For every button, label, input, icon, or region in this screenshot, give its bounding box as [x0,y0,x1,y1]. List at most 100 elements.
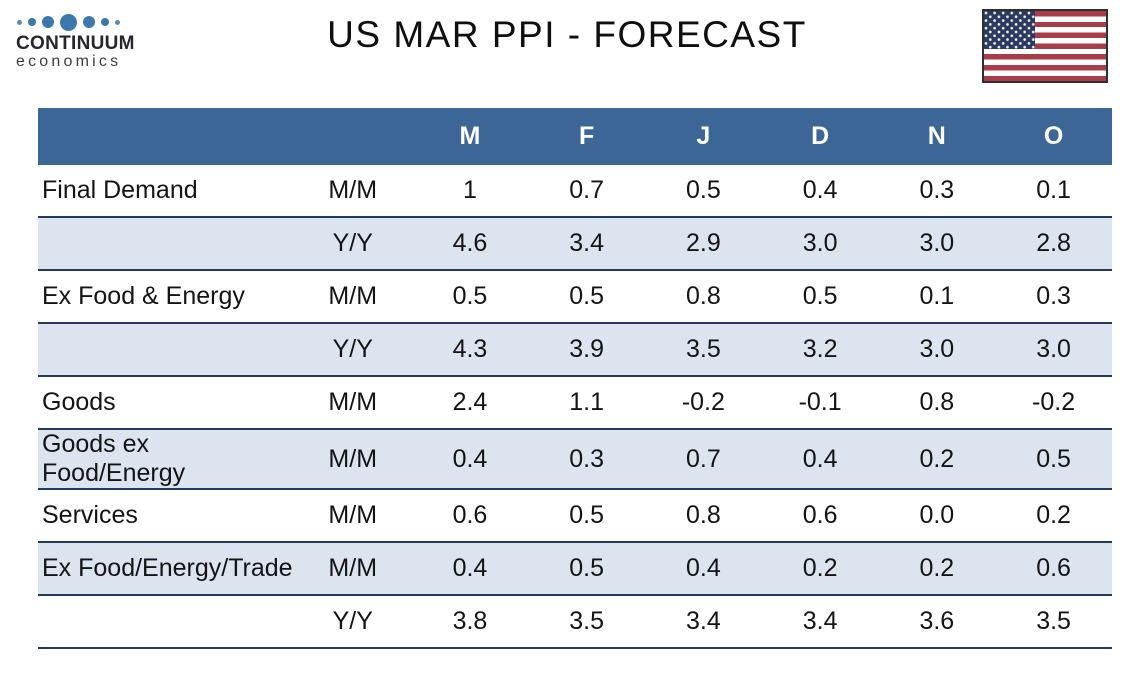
continuum-economics-logo: CONTINUUM economics [16,12,136,71]
logo-dots-icon [17,12,136,32]
value-cell: 3.2 [761,323,879,377]
row-measure: M/M [293,489,412,543]
logo-dot [28,18,36,26]
table-row: Goods M/M 2.4 1.1 -0.2 -0.1 0.8 -0.2 [38,376,1112,430]
value-cell: 0.1 [995,165,1112,218]
value-cell: 0.5 [528,489,646,543]
row-label [38,217,294,271]
value-cell: 2.9 [645,217,762,271]
value-cell: 0.3 [878,165,996,218]
value-cell: 3.0 [878,323,996,377]
value-cell: 0.6 [411,489,529,543]
value-cell: -0.2 [995,376,1112,430]
value-cell: 0.2 [878,429,996,490]
column-header-empty [38,108,294,165]
value-cell: 4.6 [411,217,529,271]
value-cell: 0.8 [645,270,762,324]
value-cell: 3.5 [645,323,762,377]
value-cell: 0.3 [528,429,646,490]
row-label: Goods [38,376,294,430]
row-label: Final Demand [38,165,294,218]
value-cell: 0.4 [411,542,529,596]
value-cell: 0.8 [878,376,996,430]
value-cell: 3.0 [761,217,879,271]
value-cell: 0.5 [995,429,1112,490]
row-measure: M/M [293,165,412,218]
column-header-m: M [411,108,529,165]
page-header: CONTINUUM economics US MAR PPI - FORECAS… [0,0,1134,108]
value-cell: 0.4 [645,542,762,596]
value-cell: 0.4 [761,429,879,490]
row-measure: Y/Y [293,217,412,271]
row-label [38,323,294,377]
row-label: Ex Food & Energy [38,270,294,324]
value-cell: 0.5 [528,542,646,596]
value-cell: 3.0 [995,323,1112,377]
logo-text-continuum: CONTINUUM [16,33,135,54]
value-cell: 0.4 [761,165,879,218]
table-row: Final Demand M/M 1 0.7 0.5 0.4 0.3 0.1 [38,165,1112,218]
column-header-f: F [528,108,646,165]
value-cell: 3.4 [528,217,646,271]
row-label: Goods ex Food/Energy [38,429,294,490]
logo-text-economics: economics [16,53,122,70]
value-cell: 3.4 [761,595,879,649]
table-row: Y/Y 4.3 3.9 3.5 3.2 3.0 3.0 [38,323,1112,377]
value-cell: 0.3 [995,270,1112,324]
logo-dot [115,19,120,25]
flag-canton-stars [984,11,1035,49]
value-cell: 0.2 [878,542,996,596]
value-cell: 1.1 [528,376,646,430]
value-cell: 3.6 [878,595,996,649]
us-flag-icon [982,9,1108,83]
value-cell: 0.5 [761,270,879,324]
table-row: Ex Food & Energy M/M 0.5 0.5 0.8 0.5 0.1 0.3 [38,270,1112,324]
value-cell: 0.2 [995,489,1112,543]
value-cell: -0.2 [645,376,762,430]
value-cell: 0.7 [645,429,762,490]
value-cell: 3.5 [995,595,1112,649]
row-measure: M/M [293,376,412,430]
table-row: Y/Y 4.6 3.4 2.9 3.0 3.0 2.8 [38,217,1112,271]
value-cell: 3.8 [411,595,529,649]
value-cell: 0.6 [995,542,1112,596]
value-cell: 3.4 [645,595,762,649]
logo-dot [17,19,22,25]
row-measure: M/M [293,270,412,324]
value-cell: 3.5 [528,595,646,649]
value-cell: 0.8 [645,489,762,543]
value-cell: 0.1 [878,270,996,324]
column-header-j: J [645,108,762,165]
column-header-n: N [878,108,996,165]
value-cell: 4.3 [411,323,529,377]
value-cell: 0.7 [528,165,646,218]
row-label: Services [38,489,294,543]
row-label: Ex Food/Energy/Trade [38,542,294,596]
value-cell: 0.5 [411,270,529,324]
value-cell: -0.1 [761,376,879,430]
row-measure: M/M [293,542,412,596]
value-cell: 0.2 [761,542,879,596]
column-header-d: D [761,108,879,165]
value-cell: 0.0 [878,489,996,543]
value-cell: 2.4 [411,376,529,430]
logo-dot [101,18,109,26]
value-cell: 3.0 [878,217,996,271]
logo-dot [83,16,95,28]
row-measure: Y/Y [293,323,412,377]
logo-dot [60,13,77,31]
value-cell: 1 [411,165,529,218]
table-row: Goods ex Food/Energy M/M 0.4 0.3 0.7 0.4 0.2 0.… [38,429,1112,490]
logo-dot [42,16,54,28]
table-row: Y/Y 3.8 3.5 3.4 3.4 3.6 3.5 [38,595,1112,649]
table-row: Services M/M 0.6 0.5 0.8 0.6 0.0 0.2 [38,489,1112,543]
value-cell: 0.6 [761,489,879,543]
column-header-o: O [995,108,1112,165]
row-measure: M/M [293,429,412,490]
table-row: Ex Food/Energy/Trade M/M 0.4 0.5 0.4 0.2 0.2 0.… [38,542,1112,596]
column-header-empty [293,108,412,165]
value-cell: 0.5 [645,165,762,218]
value-cell: 2.8 [995,217,1112,271]
